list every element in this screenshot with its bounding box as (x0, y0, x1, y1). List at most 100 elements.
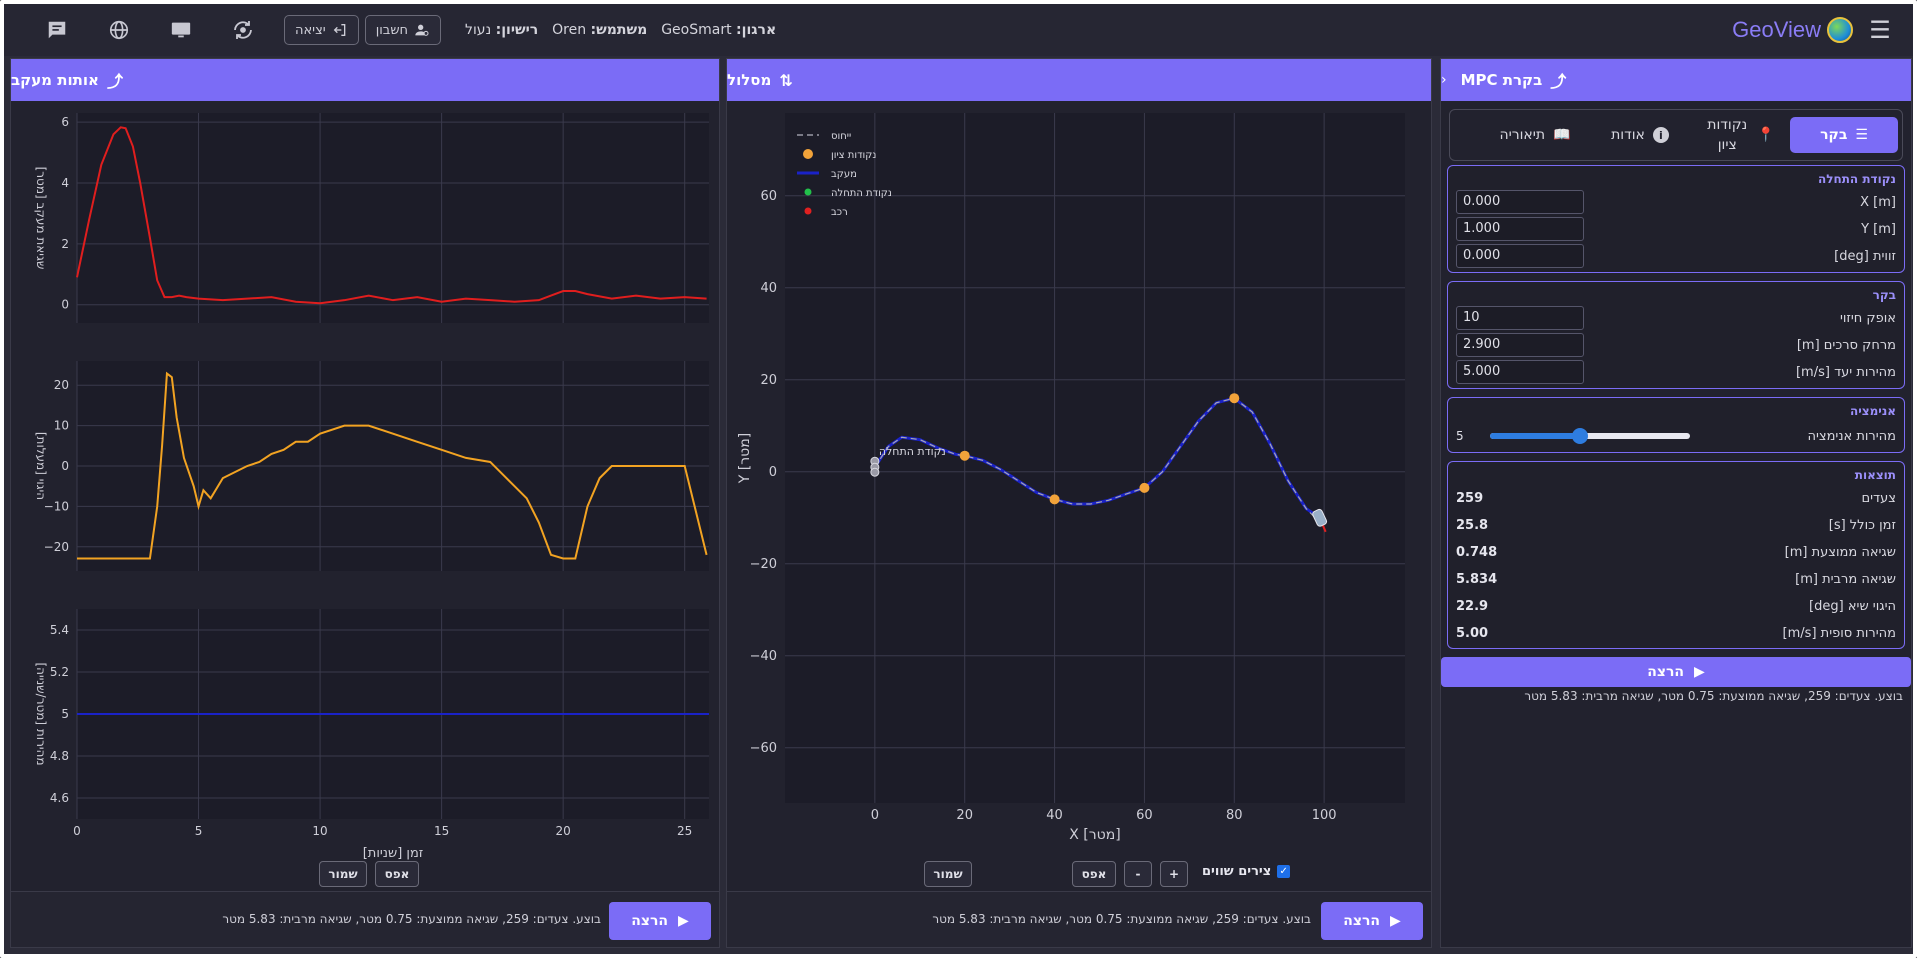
x-tick-label: 0 (871, 808, 879, 823)
x-tick-label: 100 (1312, 808, 1337, 823)
waypoint-marker (1049, 494, 1060, 505)
equal-axes-toggle[interactable]: ✓ צירים שווים (1202, 864, 1291, 879)
control-run-button[interactable]: ▶ הרצה (1441, 657, 1911, 687)
control-panel: ⤴ בקרת MPC ‹ ☰ בקר 📍 נקודות ציון i אודות… (1440, 58, 1912, 948)
tracking-footer: ▶ הרצה בוצע. צעדים: 259, שגיאה ממוצעת: 0… (11, 891, 719, 947)
series-reference-line (874, 397, 1325, 528)
control-tabs: ☰ בקר 📍 נקודות ציון i אודות 📖 תיאוריה (1449, 109, 1903, 161)
start-point-box: נקודת התחלה 0.000 X [m] 1.000 Y [m] 0.00… (1447, 165, 1905, 273)
y-tick-label: 5 (61, 707, 69, 721)
path-run-button[interactable]: ▶ הרצה (1321, 902, 1423, 940)
start-x-label: X [m] (1860, 194, 1896, 210)
logout-label: יציאה (295, 22, 326, 38)
logout-icon (333, 24, 346, 36)
tab-controller[interactable]: ☰ בקר (1790, 117, 1898, 153)
zoom-out-button[interactable]: - (1124, 861, 1152, 887)
path-reset-button[interactable]: אפס (1072, 861, 1116, 887)
legend-label: נקודות ציון (831, 150, 876, 161)
play-icon: ▶ (1390, 913, 1401, 929)
org-info: ארגון: GeoSmart (661, 22, 777, 38)
chevron-left-icon[interactable]: ‹ (1441, 72, 1447, 88)
x-axis-label: זמן [שניות] (363, 846, 424, 861)
chat-icon[interactable] (44, 17, 70, 43)
tab-about[interactable]: i אודות (1590, 117, 1690, 153)
sync-icon[interactable] (230, 17, 256, 43)
y-tick-label: 20 (760, 373, 777, 388)
target-speed-label: מהירות יעד [m/s] (1795, 364, 1896, 380)
y-tick-label: −20 (750, 557, 777, 572)
equal-axes-checkbox[interactable]: ✓ (1277, 865, 1291, 878)
start-x-input[interactable]: 0.000 (1456, 190, 1584, 214)
x-tick-label: 20 (556, 824, 571, 838)
animation-box: אנימציה 5 מהירות אנימציה (1447, 397, 1905, 453)
book-icon: 📖 (1553, 127, 1571, 143)
tab-waypoints[interactable]: 📍 נקודות ציון (1707, 117, 1775, 153)
path-footer: ▶ הרצה בוצע. צעדים: 259, שגיאה ממוצעת: 0… (727, 891, 1431, 947)
control-status: בוצע. צעדים: 259, שגיאה ממוצעת: 0.75 מטר… (1524, 689, 1903, 703)
tracking-panel-header: ⤴ אותות מעקב (11, 59, 719, 101)
legend-marker-swatch (804, 207, 812, 215)
info-icon: i (1652, 127, 1669, 143)
results-title: תוצאות (1854, 468, 1896, 482)
start-y-input[interactable]: 1.000 (1456, 217, 1584, 241)
brand[interactable]: GeoView (1732, 4, 1853, 56)
route-icon: ⇅ (779, 70, 793, 90)
animation-speed-slider[interactable] (1490, 428, 1690, 444)
series-line (76, 126, 707, 305)
zoom-in-button[interactable]: + (1160, 861, 1188, 887)
globe-icon[interactable] (106, 17, 132, 43)
controller-box: בקר 10 אופק חיזוי 2.900 מרחק סרכים [m] 5… (1447, 281, 1905, 389)
wheelbase-label: מרחק סרכים [m] (1796, 337, 1896, 353)
animation-speed-label: מהירות אנימציה (1807, 428, 1896, 444)
start-angle-input[interactable]: 0.000 (1456, 244, 1584, 268)
result-row: 0.748 שגיאה ממוצעת [m] (1456, 544, 1896, 560)
monitor-icon[interactable] (168, 17, 194, 43)
menu-icon[interactable]: ☰ (1869, 16, 1891, 44)
x-tick-label: 5 (195, 824, 203, 838)
chart-trend-icon: ⤴ (106, 72, 123, 91)
result-row: 259 צעדים (1456, 490, 1896, 506)
waypoint-marker (959, 450, 970, 461)
y-tick-label: 0 (769, 465, 777, 480)
result-row: 5.834 שגיאה מרבית [m] (1456, 571, 1896, 587)
horizon-input[interactable]: 10 (1456, 306, 1584, 330)
animation-row: 5 מהירות אנימציה (1456, 424, 1896, 448)
wheelbase-input[interactable]: 2.900 (1456, 333, 1584, 357)
top-icons: יציאה חשבון ארגון: GeoSmart משתמש: Oren … (44, 4, 776, 56)
slider-knob[interactable] (1572, 428, 1588, 444)
path-status: בוצע. צעדים: 259, שגיאה ממוצעת: 0.75 מטר… (932, 912, 1311, 926)
tab-theory[interactable]: 📖 תיאוריה (1499, 127, 1571, 143)
y-tick-label: −60 (750, 741, 777, 756)
path-chart[interactable]: 0 20 40 60 80 100 −60 −40 −20 0 20 40 60 X [מטר] Y [מט… (727, 101, 1433, 871)
path-panel-title: מסלול (727, 71, 772, 89)
path-save-button[interactable]: שמור (924, 861, 972, 887)
tracking-toolbar: אפס שמור (11, 861, 719, 891)
vehicle-marker (1312, 508, 1328, 527)
y-axis-label: Y [מטר] (737, 433, 753, 484)
logout-button[interactable]: יציאה (284, 15, 359, 45)
target-speed-input[interactable]: 5.000 (1456, 360, 1584, 384)
account-button[interactable]: חשבון (364, 15, 442, 45)
tracking-status: בוצע. צעדים: 259, שגיאה ממוצעת: 0.75 מטר… (222, 912, 601, 926)
y-tick-label: 20 (54, 378, 69, 392)
top-bar: ☰ GeoView יציאה חשבון (4, 4, 1913, 56)
tracking-charts[interactable]: 0 2 4 6 שגיאת מעקב [מטר] −20 −10 0 10 20 היגוי [מע… (11, 101, 717, 901)
tracking-reset-button[interactable]: אפס (375, 861, 419, 887)
y-tick-label: 2 (61, 237, 69, 251)
legend-label: מעקב (831, 169, 857, 180)
tracking-save-button[interactable]: שמור (319, 861, 367, 887)
y-tick-label: 4 (61, 176, 69, 190)
start-y-label: Y [m] (1861, 221, 1896, 237)
x-tick-label: 40 (1046, 808, 1063, 823)
y-tick-label: 5.4 (50, 623, 69, 637)
tracking-run-button[interactable]: ▶ הרצה (609, 902, 711, 940)
y-tick-label: 6 (61, 115, 69, 129)
license-info: רישיון: נעול (465, 22, 539, 38)
y-tick-label: 40 (760, 281, 777, 296)
sliders-icon: ☰ (1855, 127, 1868, 143)
path-panel: ⇅ מסלול 0 20 40 60 80 100 −60 −40 −20 0 20 40 60 X [מ… (726, 58, 1432, 948)
play-icon: ▶ (1694, 664, 1705, 680)
control-panel-header: ⤴ בקרת MPC ‹ (1441, 59, 1911, 101)
wheelbase-row: 2.900 מרחק סרכים [m] (1456, 333, 1896, 357)
